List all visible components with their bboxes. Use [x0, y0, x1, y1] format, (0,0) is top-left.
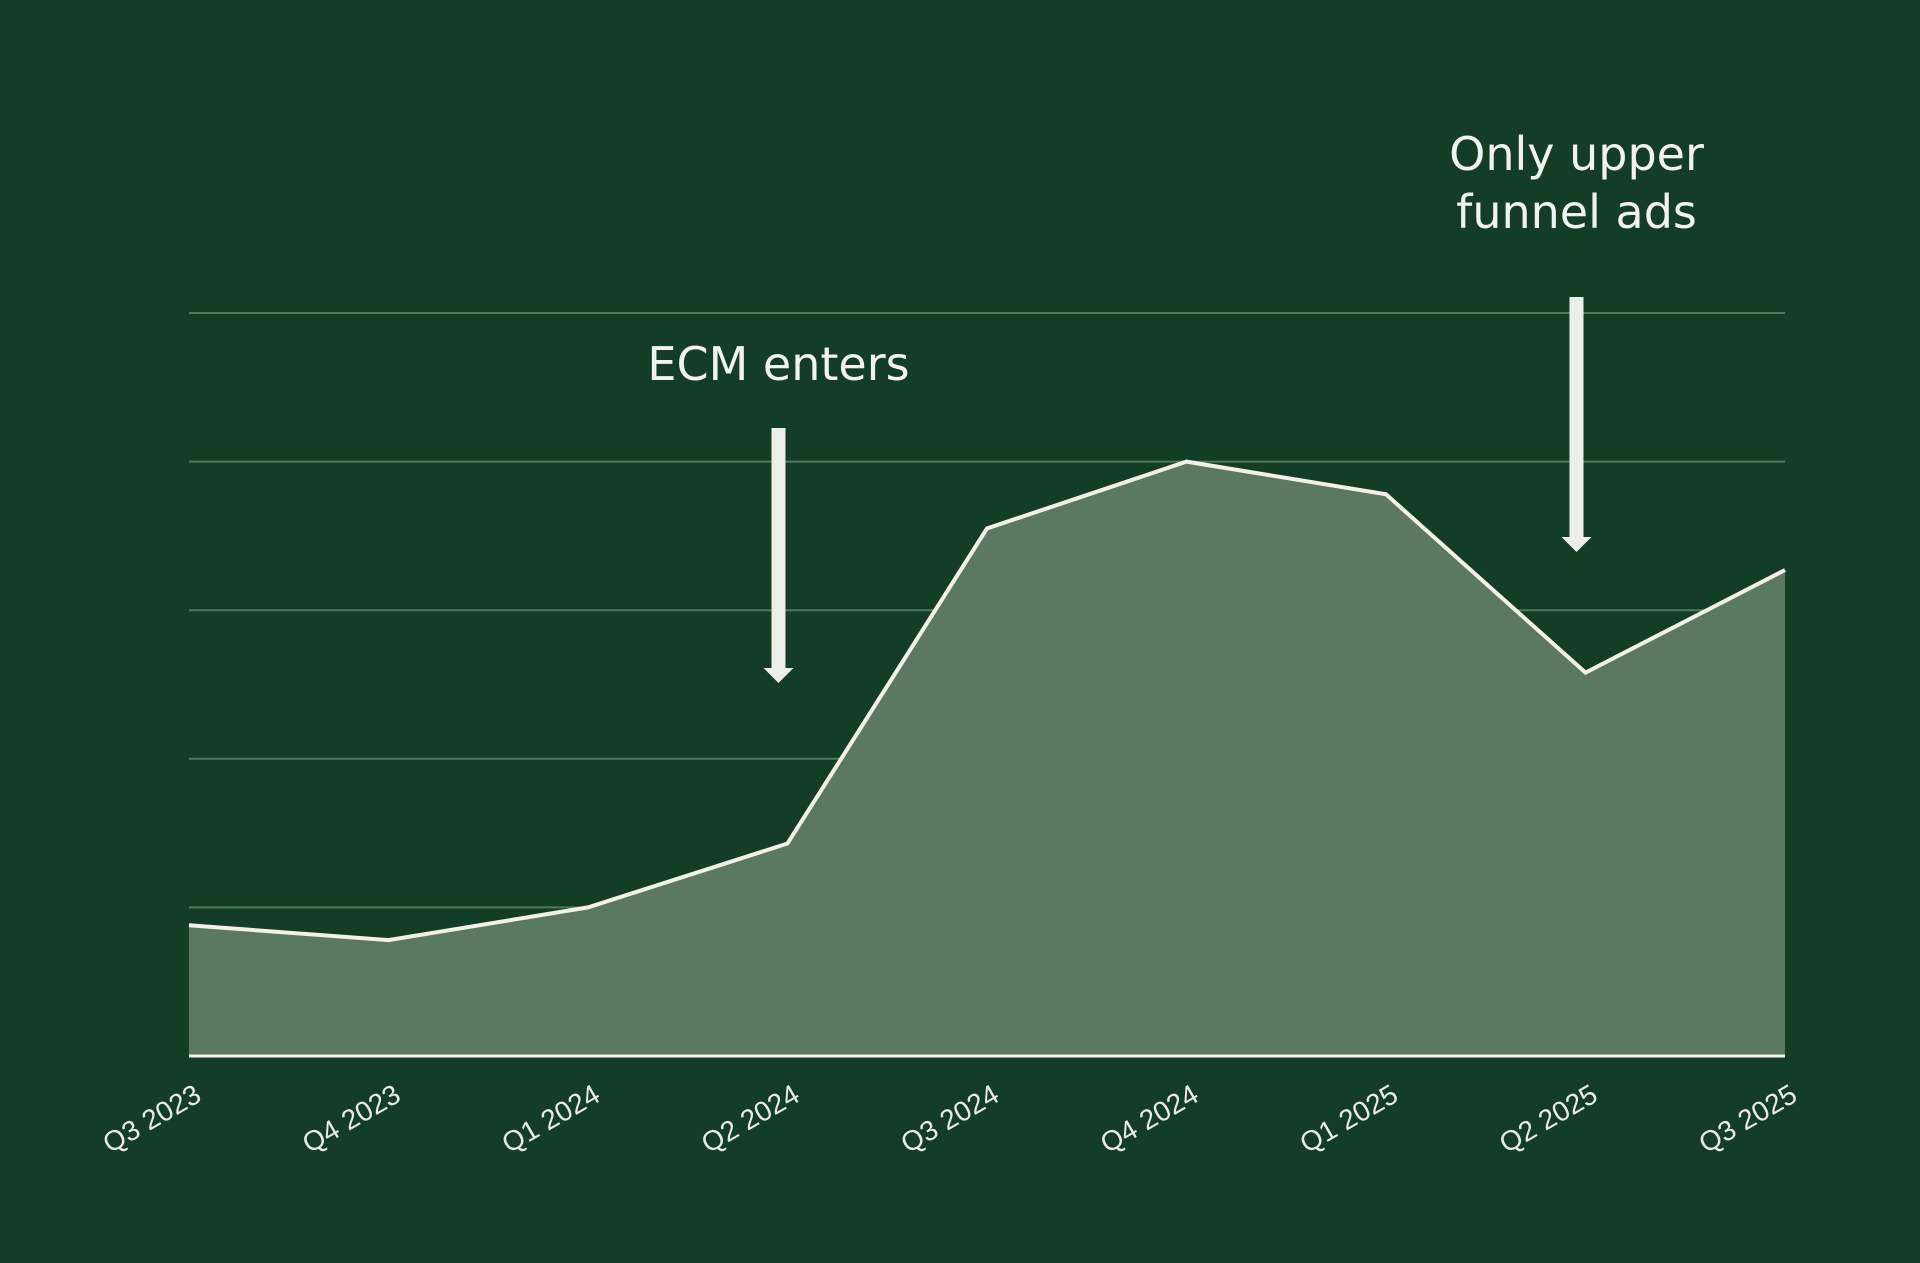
arrow-shaft [771, 428, 786, 668]
x-tick-label: Q2 2025 [1494, 1078, 1603, 1159]
x-tick-label: Q1 2025 [1294, 1078, 1403, 1159]
arrow-shaft [1569, 297, 1584, 537]
x-tick-label: Q4 2023 [297, 1078, 406, 1159]
annotation-text: funnel ads [1456, 185, 1697, 239]
x-tick-label: Q3 2023 [97, 1078, 206, 1159]
series [188, 459, 1786, 1058]
x-tick-label: Q3 2025 [1693, 1078, 1802, 1159]
annotation-text: ECM enters [647, 337, 909, 391]
arrow-down-icon [763, 668, 794, 683]
x-tick-label: Q4 2024 [1095, 1078, 1204, 1159]
x-tick-label: Q2 2024 [696, 1078, 805, 1159]
annotation: ECM enters [647, 337, 910, 683]
x-tick-label: Q1 2024 [496, 1078, 605, 1159]
x-axis-tick-labels: Q3 2023 Q4 2023 Q1 2024 Q2 2024 Q3 2024 Q4 20… [97, 1078, 1802, 1159]
arrow-down-icon [1561, 537, 1592, 552]
annotation-text: Only upper [1449, 127, 1704, 181]
series-line [188, 459, 1786, 943]
x-tick-label: Q3 2024 [895, 1078, 1004, 1159]
